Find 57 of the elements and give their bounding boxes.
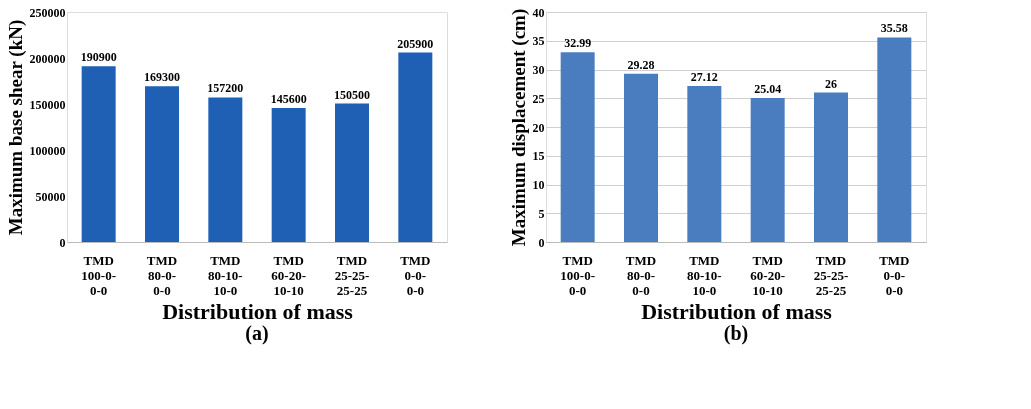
x-tick-label: TMD 80-0- 0-0	[146, 252, 178, 298]
y-tick-label: 200000	[29, 51, 66, 66]
data-label: 27.12	[690, 70, 718, 85]
x-tick-label: TMD 100-0- 0-0	[81, 252, 116, 298]
x-tick-label: TMD 0-0- 0-0	[879, 252, 910, 298]
data-label: 25.04	[754, 82, 782, 97]
y-tick-label: 150000	[29, 97, 66, 112]
x-tick-label: TMD 80-10- 10-0	[687, 252, 722, 298]
y-tick-label: 20	[532, 120, 545, 135]
y-tick-label: 0	[59, 235, 66, 250]
bar	[208, 97, 243, 242]
y-tick-label: 35	[532, 34, 545, 49]
y-tick-label: 30	[532, 63, 545, 77]
y-tick-label: 0	[538, 235, 545, 250]
bar	[877, 37, 912, 242]
data-label: 169300	[144, 70, 180, 85]
x-tick-label: TMD 100-0- 0-0	[560, 252, 595, 298]
x-tick-label: TMD 60-20- 10-10	[271, 252, 306, 298]
y-tick-label: 10	[532, 178, 545, 192]
bar	[81, 66, 116, 242]
bar	[398, 52, 433, 242]
bar	[687, 86, 722, 242]
data-label: 35.58	[880, 21, 908, 36]
x-tick-label: TMD 25-25- 25-25	[334, 252, 370, 298]
data-label: 157200	[207, 81, 244, 96]
y-tick-label: 15	[532, 149, 545, 164]
y-tick-label: 40	[532, 5, 545, 20]
bar	[814, 92, 848, 242]
x-tick-label: TMD 0-0- 0-0	[400, 252, 431, 298]
y-tick-label: 100000	[29, 143, 66, 158]
y-axis-title: Maximum displacement (cm)	[507, 8, 530, 247]
y-axis-title: Maximum base shear (kN)	[4, 19, 27, 236]
x-axis-title: Distribution of mass	[641, 298, 833, 324]
data-label: 145600	[270, 92, 307, 107]
x-tick-label: TMD 25-25- 25-25	[813, 252, 849, 298]
bar	[335, 103, 369, 242]
data-label: 150500	[334, 87, 370, 102]
bar	[271, 108, 306, 242]
y-tick-label: 5	[538, 206, 545, 221]
y-tick-label: 250000	[29, 5, 66, 20]
bar	[145, 86, 179, 242]
data-label: 190900	[80, 50, 117, 65]
x-tick-label: TMD 80-10- 10-0	[208, 252, 243, 298]
bar	[624, 73, 658, 242]
x-axis-title: Distribution of mass	[162, 298, 354, 324]
x-tick-label: TMD 80-0- 0-0	[625, 252, 657, 298]
data-label: 26	[825, 76, 837, 91]
y-tick-label: 25	[532, 91, 545, 106]
x-tick-label: TMD 60-20- 10-10	[750, 252, 785, 298]
y-tick-label: 50000	[35, 189, 66, 204]
bar	[750, 98, 785, 242]
data-label: 32.99	[564, 36, 592, 51]
data-label: 205900	[397, 36, 434, 51]
bar	[560, 52, 595, 242]
text: (b)	[723, 322, 749, 345]
data-label: 29.28	[627, 57, 655, 72]
text: (a)	[245, 322, 269, 345]
